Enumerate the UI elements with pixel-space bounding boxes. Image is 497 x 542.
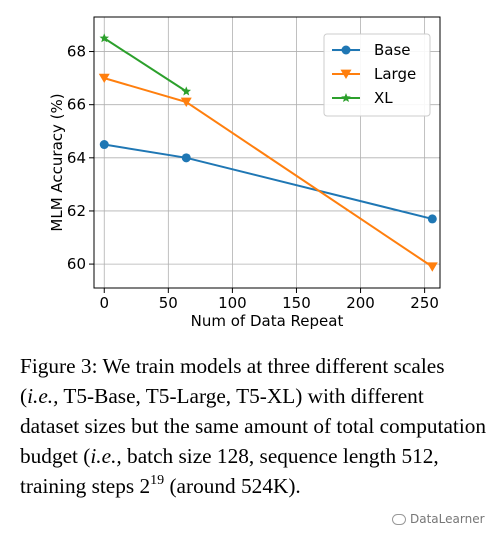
caption-text-2: T5-Base, T5-Large, T5-XL) with different… — [20, 384, 487, 468]
y-tick-label: 64 — [67, 149, 86, 167]
x-tick-label: 0 — [99, 294, 109, 312]
caption-label: Figure 3: — [20, 354, 98, 378]
caption-text-4: (around 524K). — [164, 474, 301, 498]
x-tick-label: 200 — [346, 294, 375, 312]
series-line-xl — [103, 37, 187, 93]
legend-marker-base — [341, 45, 351, 55]
legend-label-large: Large — [374, 65, 416, 83]
data-point-xl — [181, 86, 192, 96]
legend-item-xl: XL — [332, 89, 393, 107]
wechat-icon — [392, 513, 406, 525]
legend-item-base: Base — [332, 41, 411, 59]
caption-exponent: 19 — [150, 473, 165, 488]
legend: Base Large XL — [323, 33, 431, 117]
watermark: DataLearner — [392, 512, 485, 526]
legend-item-large: Large — [332, 65, 416, 83]
y-tick-label: 62 — [67, 202, 86, 220]
series-large — [98, 73, 438, 272]
caption-ie-1: i.e., — [27, 384, 59, 408]
y-axis-label: MLM Accuracy (%) — [48, 93, 66, 231]
caption-text-3: batch size 128, sequence length 512, tra… — [20, 444, 439, 498]
data-point-base — [99, 140, 109, 150]
caption-ie-2: i.e., — [90, 444, 122, 468]
x-axis-label: Num of Data Repeat — [191, 312, 344, 330]
series-base — [99, 140, 437, 224]
line-chart: 0 50 100 150 200 250 60 62 64 66 68 Num of Data Re… — [48, 16, 441, 330]
x-tick-label: 50 — [159, 294, 178, 312]
data-point-base — [427, 214, 437, 224]
plot-frame — [93, 16, 441, 289]
legend-label-base: Base — [374, 41, 411, 59]
x-tick-label: 100 — [218, 294, 247, 312]
y-tick-label: 66 — [67, 96, 86, 114]
data-point-large — [180, 97, 192, 107]
legend-marker-large — [340, 69, 352, 79]
data-point-large — [98, 73, 110, 84]
y-tick-label: 60 — [67, 255, 86, 273]
series-line-base — [104, 143, 433, 220]
axis-ticks: 0 50 100 150 200 250 60 62 64 66 68 — [67, 43, 439, 312]
caption-text-1: We train models at three different scale… — [20, 354, 445, 408]
figure-caption: Figure 3: We train models at three diffe… — [20, 351, 488, 501]
series-xl — [99, 33, 192, 96]
y-tick-label: 68 — [67, 43, 86, 61]
legend-label-xl: XL — [374, 89, 393, 107]
x-tick-label: 150 — [282, 294, 311, 312]
watermark-text: DataLearner — [410, 512, 485, 526]
data-point-large — [426, 262, 438, 272]
data-point-xl — [99, 33, 110, 43]
x-tick-label: 250 — [410, 294, 439, 312]
data-point-base — [181, 153, 191, 163]
legend-box — [323, 33, 431, 117]
legend-marker-xl — [341, 93, 351, 103]
series-layer — [98, 33, 438, 272]
